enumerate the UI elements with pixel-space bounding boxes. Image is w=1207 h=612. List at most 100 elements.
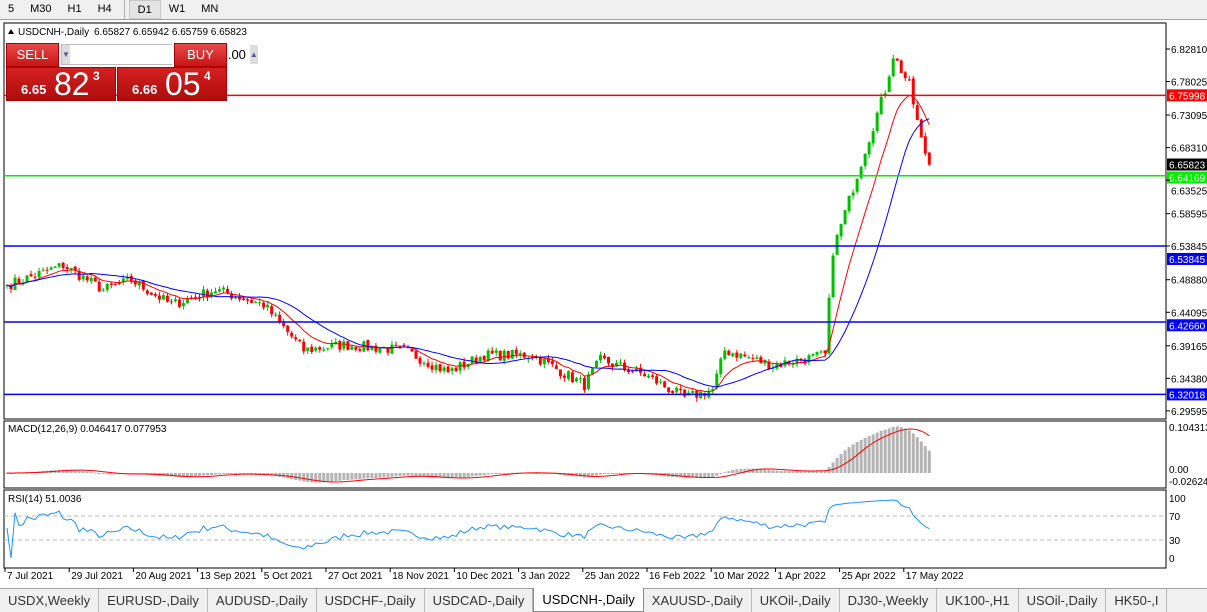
candle-body xyxy=(590,368,594,374)
macd-bar xyxy=(839,453,843,473)
macd-bar xyxy=(831,462,835,473)
buy-price[interactable]: 6.66 05 4 xyxy=(117,66,227,102)
chart-tab[interactable]: USDCAD-,Daily xyxy=(425,589,534,612)
collapse-arrow-icon[interactable] xyxy=(8,29,14,34)
macd-bar xyxy=(727,470,731,473)
candle-body xyxy=(358,349,362,351)
macd-bar xyxy=(326,473,330,483)
chart-tab[interactable]: AUDUSD-,Daily xyxy=(208,589,317,612)
candle-body xyxy=(338,340,342,350)
candle-body xyxy=(470,356,474,364)
macd-bar xyxy=(586,473,590,478)
macd-bar xyxy=(77,470,81,473)
macd-bar xyxy=(498,473,502,474)
macd-bar xyxy=(390,473,394,477)
candle-body xyxy=(647,375,651,378)
candle-body xyxy=(366,340,370,351)
macd-bar xyxy=(811,470,815,473)
candle-body xyxy=(454,367,458,372)
candle-body xyxy=(550,360,554,365)
chart-tab[interactable]: USDCHF-,Daily xyxy=(317,589,425,612)
price-tick-label: 6.68310 xyxy=(1171,144,1207,155)
timeframe-5[interactable]: 5 xyxy=(8,3,15,15)
chart-tab[interactable]: XAUUSD-,Daily xyxy=(644,589,752,612)
candle-body xyxy=(474,357,478,363)
candle-body xyxy=(177,299,181,307)
price-tick-label: 6.34380 xyxy=(1171,374,1207,385)
chart-tab[interactable]: USDCNH-,Daily xyxy=(533,588,644,612)
candle-body xyxy=(141,280,145,290)
lot-size-stepper[interactable]: ▼ ▲ xyxy=(61,44,258,65)
date-tick-label: 29 Jul 2021 xyxy=(71,571,123,582)
macd-bar xyxy=(530,472,534,474)
macd-bar xyxy=(370,473,374,479)
timeframe-MN[interactable]: MN xyxy=(201,3,219,15)
candle-body xyxy=(919,119,923,138)
chart-tab[interactable]: USOil-,Daily xyxy=(1019,589,1107,612)
chart-tab[interactable]: UK100-,H1 xyxy=(937,589,1019,612)
macd-bar xyxy=(859,439,863,473)
candle-body xyxy=(302,341,306,352)
macd-bar xyxy=(542,473,546,474)
candle-body xyxy=(426,362,430,367)
timeframe-D1[interactable]: D1 xyxy=(128,0,161,19)
macd-bar xyxy=(494,473,498,474)
macd-bar xyxy=(185,473,189,477)
chart-tab[interactable]: UKOil-,Daily xyxy=(752,589,840,612)
candle-body xyxy=(635,367,639,371)
candle-body xyxy=(422,362,426,364)
macd-bar xyxy=(510,472,514,474)
price-tick-label: 6.39165 xyxy=(1171,342,1207,353)
candle-body xyxy=(903,72,907,79)
chart-tab[interactable]: EURUSD-,Daily xyxy=(99,589,208,612)
macd-bar xyxy=(779,470,783,473)
macd-bar xyxy=(723,472,727,474)
date-tick-label: 25 Jan 2022 xyxy=(585,571,640,582)
candle-body xyxy=(37,271,41,278)
macd-bar xyxy=(534,472,538,474)
timeframe-H1[interactable]: H1 xyxy=(67,3,82,15)
macd-bar xyxy=(450,473,454,479)
candle-body xyxy=(927,152,931,165)
date-tick-label: 3 Jan 2022 xyxy=(521,571,571,582)
macd-bar xyxy=(406,473,410,476)
chart-tab[interactable]: USDX,Weekly xyxy=(0,589,100,612)
macd-bar xyxy=(478,473,482,476)
candle-body xyxy=(298,339,302,341)
increase-lot-icon[interactable]: ▲ xyxy=(249,45,258,64)
candle-body xyxy=(294,337,298,340)
macd-bar xyxy=(615,473,619,474)
candle-body xyxy=(871,131,875,144)
candle-body xyxy=(262,302,266,308)
current-price-tag xyxy=(1167,158,1207,171)
sell-price[interactable]: 6.65 82 3 xyxy=(6,66,116,102)
separator xyxy=(123,0,125,19)
candle-body xyxy=(735,352,739,358)
macd-bar xyxy=(502,473,506,474)
candle-body xyxy=(791,364,795,366)
macd-bar xyxy=(438,473,442,479)
candle-body xyxy=(165,295,169,302)
macd-bar xyxy=(442,473,446,479)
decrease-lot-icon[interactable]: ▼ xyxy=(62,45,70,64)
candle-body xyxy=(815,352,819,355)
candle-body xyxy=(663,381,667,388)
timeframe-M30[interactable]: M30 xyxy=(30,3,52,15)
macd-bar xyxy=(767,469,771,473)
macd-bar xyxy=(454,473,458,479)
sell-button[interactable]: SELL xyxy=(6,43,59,67)
candle-body xyxy=(161,295,165,300)
buy-button[interactable]: BUY xyxy=(174,43,227,67)
timeframe-W1[interactable]: W1 xyxy=(168,3,186,15)
candle-body xyxy=(342,341,346,349)
timeframe-H4[interactable]: H4 xyxy=(97,3,112,15)
macd-bar xyxy=(414,473,418,477)
chart-area[interactable]: USDCNH-,Daily 6.65827 6.65942 6.65759 6.6… xyxy=(0,20,1207,588)
candle-body xyxy=(206,290,209,298)
date-tick-label: 25 Apr 2022 xyxy=(842,571,896,582)
rsi-line xyxy=(6,499,930,559)
chart-tab[interactable]: HK50-,I xyxy=(1106,589,1168,612)
chart-tab[interactable]: DJ30-,Weekly xyxy=(840,589,938,612)
macd-bar xyxy=(322,473,326,483)
macd-bar xyxy=(210,473,214,476)
